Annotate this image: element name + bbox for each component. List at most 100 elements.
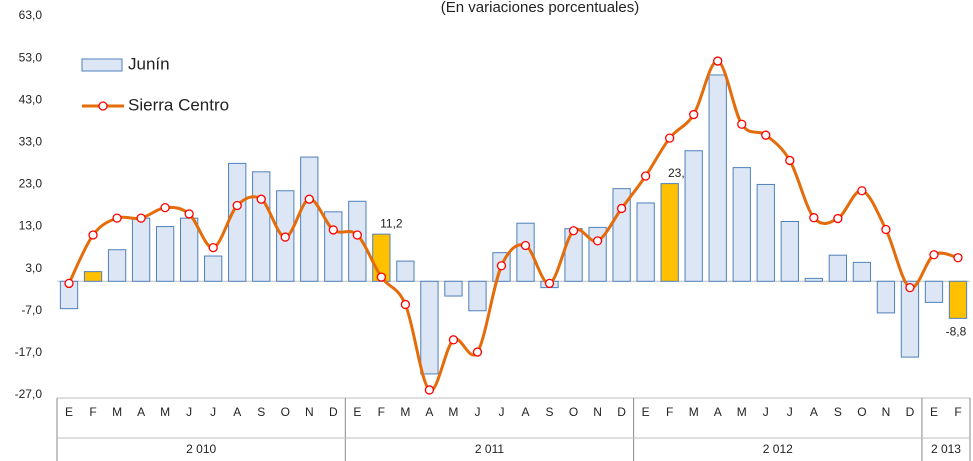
legend-label: Junín xyxy=(128,54,170,73)
bar xyxy=(516,222,535,282)
x-tick-label: D xyxy=(329,405,338,419)
line-marker xyxy=(208,242,218,253)
y-tick-label: 53,0 xyxy=(19,50,43,64)
bar xyxy=(828,254,848,282)
bar xyxy=(564,228,583,282)
y-tick-label: -7,0 xyxy=(21,303,42,317)
bar xyxy=(228,162,247,282)
bar xyxy=(804,277,823,282)
line-marker xyxy=(713,56,723,66)
x-tick-label: J xyxy=(787,405,793,419)
y-tick-label: 13,0 xyxy=(19,219,43,233)
line-marker xyxy=(304,194,314,204)
x-tick-label: M xyxy=(112,405,122,419)
line-marker xyxy=(352,230,362,240)
bar xyxy=(636,202,655,282)
line-marker xyxy=(616,203,627,214)
line-marker xyxy=(136,213,146,223)
line-marker xyxy=(929,250,939,260)
group-label: 2 010 xyxy=(186,442,216,456)
bar xyxy=(107,249,127,282)
bar xyxy=(948,280,968,319)
bar xyxy=(852,261,872,282)
x-tick-label: M xyxy=(689,405,699,419)
group-label: 2 013 xyxy=(931,442,961,456)
bar xyxy=(179,217,199,282)
x-tick-label: N xyxy=(305,405,314,419)
line-marker xyxy=(496,261,507,271)
x-tick-label: E xyxy=(642,405,650,419)
bar xyxy=(876,280,896,314)
x-tick-label: O xyxy=(857,405,866,419)
bar xyxy=(252,171,271,282)
x-tick-label: J xyxy=(498,405,504,419)
line-marker xyxy=(592,236,603,246)
y-tick-label: 23,0 xyxy=(19,177,43,191)
bar xyxy=(924,280,944,303)
line-marker xyxy=(809,213,819,223)
line-marker xyxy=(256,194,266,204)
bar xyxy=(468,280,487,312)
x-tick-label: F xyxy=(954,405,961,419)
x-tick-label: S xyxy=(546,405,554,419)
x-tick-label: A xyxy=(137,405,145,419)
x-tick-label: A xyxy=(233,405,241,419)
line-marker xyxy=(160,202,170,213)
x-tick-label: A xyxy=(425,405,433,419)
x-tick-label: E xyxy=(65,405,73,419)
line-marker xyxy=(785,155,795,166)
x-tick-label: N xyxy=(593,405,602,419)
legend-marker xyxy=(98,101,108,111)
bar xyxy=(732,167,751,282)
legend-swatch xyxy=(81,58,123,72)
line-marker xyxy=(88,230,98,240)
y-tick-label: -17,0 xyxy=(15,345,43,359)
line xyxy=(67,59,959,392)
line-marker xyxy=(737,119,747,129)
x-tick-label: M xyxy=(448,405,458,419)
line-marker xyxy=(857,186,867,196)
line-marker xyxy=(953,253,963,263)
chart-subtitle: (En variaciones porcentuales) xyxy=(441,0,639,16)
line-marker xyxy=(64,278,74,289)
line-marker xyxy=(689,109,699,120)
bar xyxy=(684,150,703,282)
x-tick-label: M xyxy=(737,405,747,419)
x-tick-label: F xyxy=(666,405,673,419)
line-marker xyxy=(472,347,483,357)
y-tick-label: 33,0 xyxy=(19,135,43,149)
legend-label: Sierra Centro xyxy=(128,95,229,114)
y-tick-label: 63,0 xyxy=(19,8,43,22)
bar xyxy=(131,217,151,282)
line-marker xyxy=(112,213,122,223)
x-tick-label: M xyxy=(400,405,410,419)
line-marker xyxy=(640,171,651,181)
x-tick-label: M xyxy=(160,405,170,419)
y-tick-label: 43,0 xyxy=(19,92,43,106)
x-tick-label: J xyxy=(186,405,192,419)
bar xyxy=(420,280,439,375)
line-marker xyxy=(568,226,579,236)
line-marker xyxy=(448,335,459,345)
x-tick-label: A xyxy=(522,405,530,419)
line-marker xyxy=(424,385,435,395)
x-tick-label: A xyxy=(810,405,818,419)
x-tick-label: J xyxy=(210,405,216,419)
y-tick-label: -27,0 xyxy=(15,387,43,401)
x-tick-label: O xyxy=(281,405,290,419)
bar xyxy=(612,188,631,282)
bar xyxy=(660,183,679,282)
x-tick-label: J xyxy=(474,405,480,419)
bar xyxy=(708,74,727,282)
y-tick-label: 3,0 xyxy=(25,261,42,275)
bar xyxy=(155,226,175,282)
line-marker xyxy=(328,225,338,235)
group-label: 2 011 xyxy=(475,442,504,456)
bar xyxy=(396,260,415,282)
x-tick-label: E xyxy=(930,405,938,419)
x-tick-label: E xyxy=(353,405,361,419)
x-tick-label: D xyxy=(617,405,626,419)
line-marker xyxy=(376,272,387,282)
line-marker xyxy=(665,133,675,143)
